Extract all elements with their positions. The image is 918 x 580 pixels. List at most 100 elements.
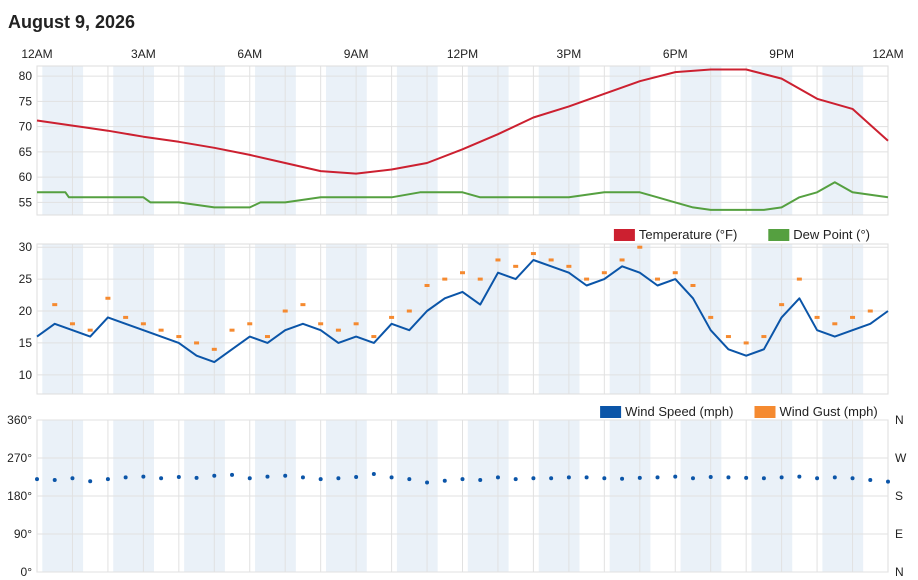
wind-gust-point (655, 277, 661, 281)
y-tick-label: 180° (7, 489, 32, 503)
wind-gust-point (52, 303, 58, 307)
x-tick-label: 3AM (131, 47, 156, 61)
wind-direction-point (620, 476, 625, 481)
wind-direction-point (194, 475, 199, 480)
background-band (255, 66, 296, 215)
y-tick-label: 10 (19, 368, 33, 382)
compass-label: S (895, 489, 903, 503)
wind-direction-point (868, 477, 873, 482)
background-band (113, 66, 155, 215)
wind-direction-point (815, 476, 820, 481)
y-tick-label: 80 (19, 69, 33, 83)
y-tick-label: 55 (19, 195, 33, 209)
wind-gust-point (601, 271, 607, 275)
wind-gust-point (637, 245, 643, 249)
wind-direction-point (300, 475, 305, 480)
wind-gust-point (584, 277, 590, 281)
wind-gust-point (761, 335, 767, 339)
wind-gust-point (619, 258, 625, 262)
wind-direction-point (761, 476, 766, 481)
background-band (822, 244, 864, 394)
wind-gust-point (211, 347, 217, 351)
wind-gust-point (282, 309, 288, 313)
legend-label-wind_gust: Wind Gust (mph) (780, 404, 878, 419)
wind-gust-point (442, 277, 448, 281)
y-tick-label: 65 (19, 145, 33, 159)
wind-gust-point (105, 296, 111, 300)
background-band (538, 244, 580, 394)
compass-label: E (895, 527, 903, 541)
x-tick-label: 12PM (447, 47, 478, 61)
wind-gust-point (725, 335, 731, 339)
compass-label: W (895, 451, 907, 465)
background-band (609, 66, 651, 215)
x-tick-label: 9PM (769, 47, 794, 61)
wind-direction-point (584, 475, 589, 480)
wind-gust-point (264, 335, 270, 339)
wind-direction-point (389, 475, 394, 480)
wind-direction-point (105, 477, 110, 482)
wind-gust-point (814, 315, 820, 319)
legend-swatch-dew_point (768, 229, 790, 241)
wind-direction-point (460, 477, 465, 482)
background-band (822, 66, 864, 215)
compass-label: N (895, 413, 904, 427)
x-tick-label: 6PM (663, 47, 688, 61)
wind-gust-point (69, 322, 75, 326)
wind-direction-point (797, 474, 802, 479)
wind-direction-point (318, 477, 323, 482)
wind-direction-point (779, 475, 784, 480)
wind-direction-point (176, 475, 181, 479)
x-tick-label: 3PM (557, 47, 582, 61)
background-band (467, 244, 509, 394)
y-tick-label: 20 (19, 304, 33, 318)
wind-direction-point (602, 476, 607, 481)
wind-direction-point (513, 477, 518, 482)
wind-direction-point (708, 475, 713, 479)
background-band (42, 66, 84, 215)
wind-direction-point (726, 475, 731, 480)
y-tick-label: 0° (21, 565, 33, 579)
wind-gust-point (850, 315, 856, 319)
plot-border (36, 243, 889, 395)
y-tick-label: 360° (7, 413, 32, 427)
legend-label-wind_speed: Wind Speed (mph) (625, 404, 733, 419)
legend-swatch-wind_speed (600, 406, 622, 418)
y-tick-label: 270° (7, 451, 32, 465)
background-band (184, 244, 225, 394)
wind-gust-point (424, 283, 430, 287)
wind-gust-point (779, 303, 785, 307)
dew_point-line (37, 181, 889, 211)
y-tick-label: 15 (19, 336, 33, 350)
wind-direction-point (265, 474, 270, 479)
wind-gust-point (335, 328, 341, 332)
wind-gust-point (194, 341, 200, 345)
x-tick-label: 6AM (237, 47, 262, 61)
wind-direction-point (690, 476, 695, 481)
wind-gust-point (796, 277, 802, 281)
wind-direction-point (283, 473, 288, 478)
compass-label: N (895, 565, 904, 579)
legend-swatch-temperature (613, 229, 635, 241)
wind-direction-point (212, 473, 217, 478)
wind-gust-point (300, 303, 306, 307)
wind-direction-point (159, 476, 164, 481)
legend-label-dew_point: Dew Point (°) (793, 227, 870, 242)
wind-gust-point (140, 322, 146, 326)
wind-direction-point (425, 480, 430, 485)
wind-direction-point (566, 475, 571, 480)
x-tick-label: 12AM (872, 47, 903, 61)
wind-gust-point (158, 328, 164, 332)
background-band (751, 244, 793, 394)
wind-gust-point (495, 258, 501, 262)
wind-gust-point (389, 315, 395, 319)
background-band (467, 66, 509, 215)
wind-direction-point (371, 472, 376, 477)
wind-direction-point (230, 472, 235, 477)
wind-direction-point (549, 476, 554, 481)
wind-gust-point (477, 277, 483, 281)
background-band (184, 66, 225, 215)
background-band (42, 244, 84, 394)
wind-gust-point (743, 341, 749, 345)
